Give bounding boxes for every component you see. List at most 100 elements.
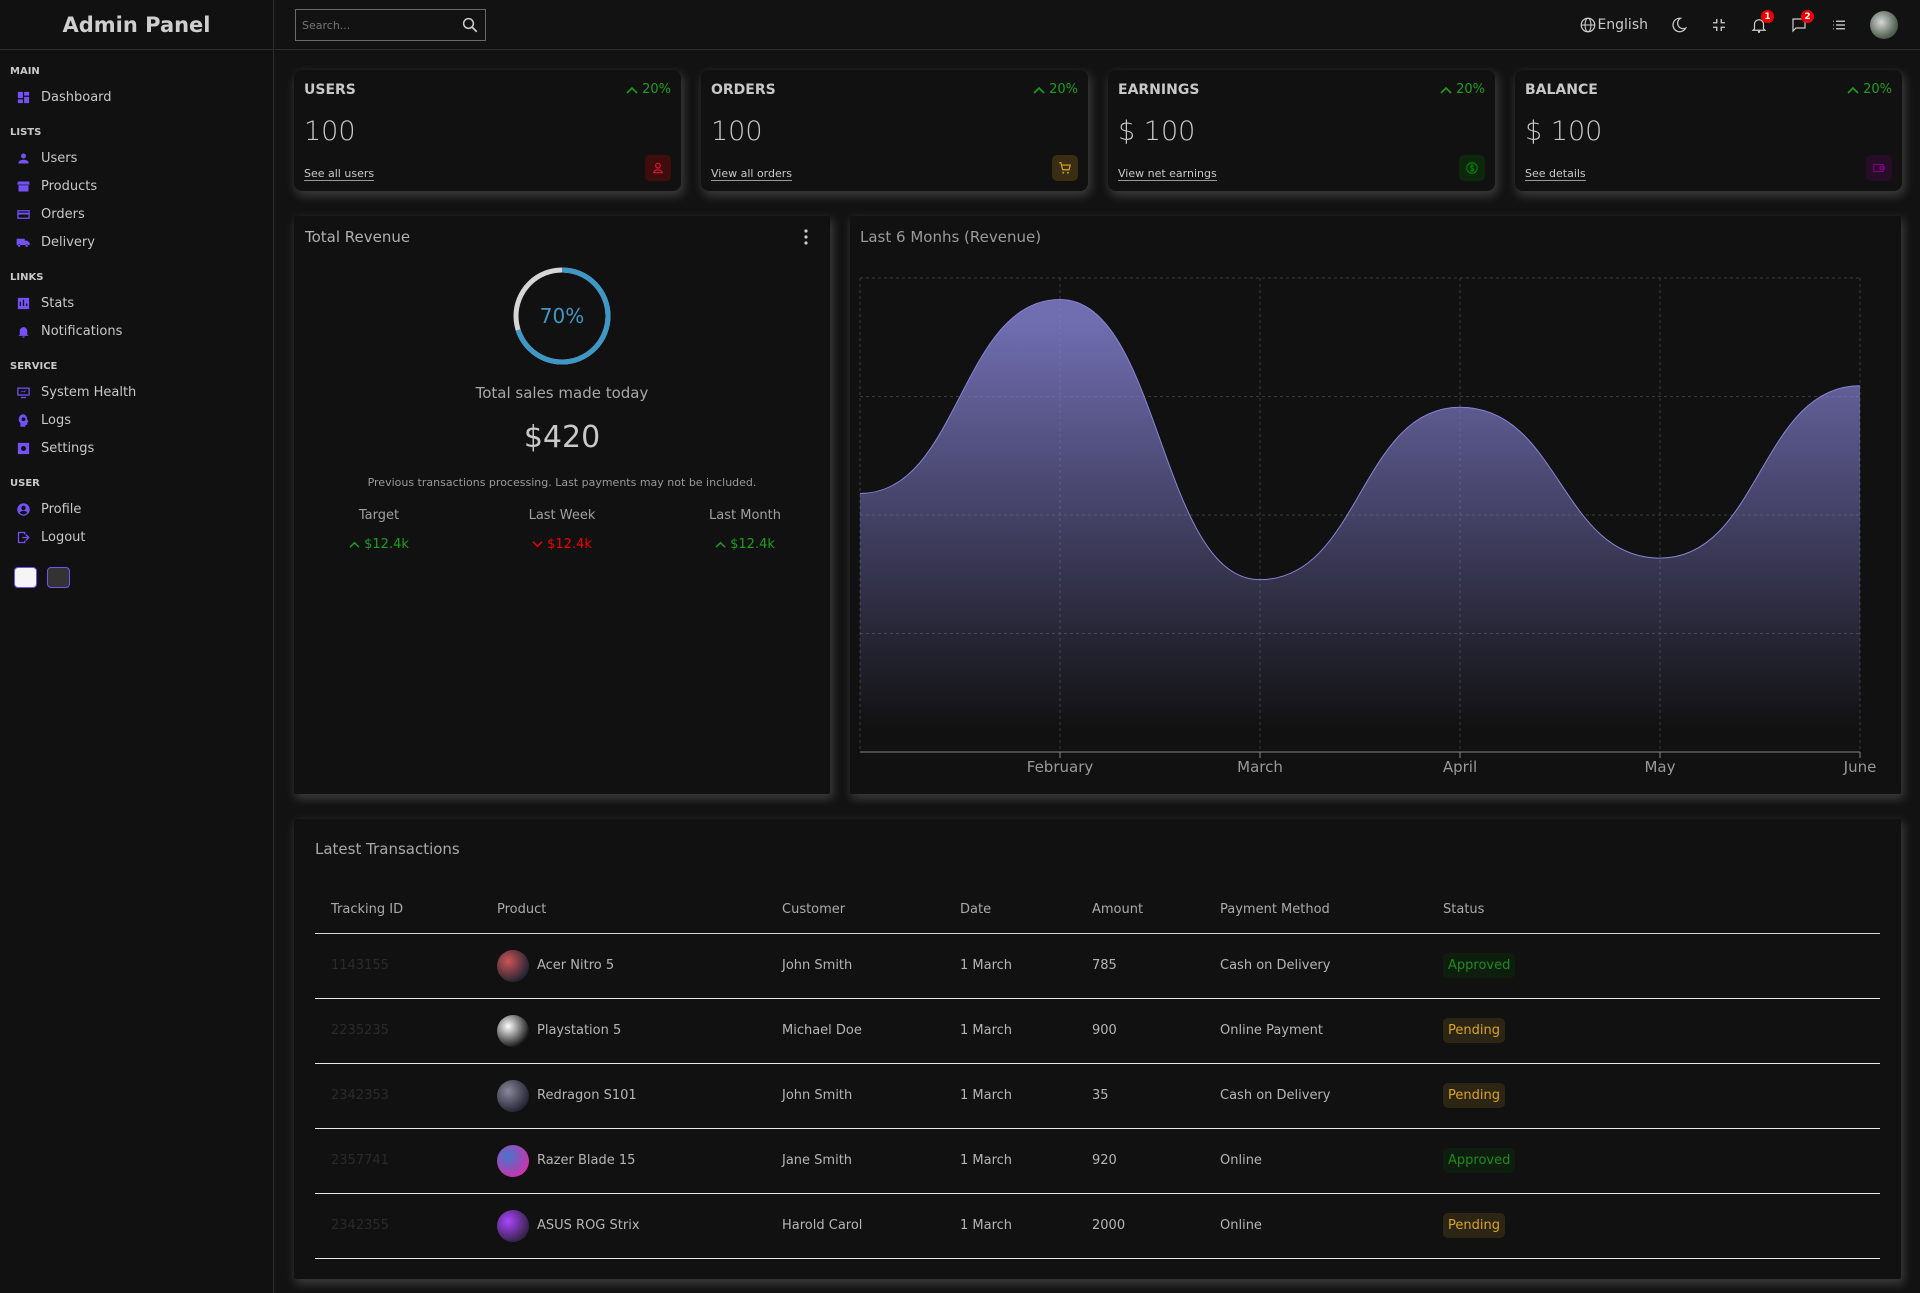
table-row[interactable]: 2342353 Redragon S101 John Smith 1 March…: [315, 1063, 1880, 1129]
sales-title: Total sales made today: [475, 384, 649, 402]
tracking-id: 2342355: [315, 1193, 481, 1259]
column-header: Status: [1427, 887, 1880, 934]
customer-cell: Harold Carol: [766, 1193, 944, 1259]
sidebar-item-notifications[interactable]: Notifications: [0, 317, 273, 345]
column-header: Customer: [766, 887, 944, 934]
dashboard-icon: [17, 91, 30, 103]
status-cell: Pending: [1427, 998, 1880, 1064]
list-button[interactable]: [1830, 16, 1848, 34]
summary-result: $12.4k: [507, 537, 617, 552]
widget-icon-box: [1866, 155, 1892, 181]
sidebar-section-title: LINKS: [10, 272, 44, 283]
account-icon: [17, 502, 30, 516]
sidebar-item-label: System Health: [41, 384, 137, 400]
dark-theme-button[interactable]: [47, 567, 70, 588]
light-theme-button[interactable]: [14, 567, 37, 588]
sidebar-item-orders[interactable]: Orders: [0, 200, 273, 228]
more-vert-icon[interactable]: [798, 228, 814, 246]
customer-cell: John Smith: [766, 1063, 944, 1129]
search-icon[interactable]: [461, 16, 479, 34]
sidebar-item-stats[interactable]: Stats: [0, 289, 273, 317]
chevron-up-icon: [715, 541, 726, 548]
summary-result: $12.4k: [690, 537, 800, 552]
sidebar-item-users[interactable]: Users: [0, 144, 273, 172]
sidebar-item-profile[interactable]: Profile: [0, 495, 273, 523]
notification-counter: 1: [1761, 10, 1774, 23]
status-badge: Pending: [1443, 1018, 1505, 1043]
sidebar: Admin Panel MAIN Dashboard LISTS Users Produ…: [0, 0, 274, 1293]
status-badge: Approved: [1443, 953, 1516, 978]
product-name: Playstation 5: [537, 1023, 622, 1038]
product-image: [497, 1144, 529, 1177]
table-row[interactable]: 2235235 Playstation 5 Michael Doe 1 Marc…: [315, 998, 1880, 1064]
amount-cell: 920: [1076, 1128, 1204, 1194]
message-counter: 2: [1801, 10, 1814, 23]
sidebar-item-logs[interactable]: Logs: [0, 406, 273, 434]
user-avatar[interactable]: [1870, 11, 1898, 39]
system-icon: [17, 387, 30, 398]
table-row[interactable]: 2342355 ASUS ROG Strix Harold Carol 1 Ma…: [315, 1193, 1880, 1259]
store-icon: [17, 181, 30, 191]
sidebar-item-dashboard[interactable]: Dashboard: [0, 83, 273, 111]
sidebar-item-products[interactable]: Products: [0, 172, 273, 200]
brand-logo[interactable]: Admin Panel: [0, 0, 273, 50]
messages-button[interactable]: 2: [1790, 10, 1814, 34]
amount-cell: 900: [1076, 998, 1204, 1064]
widget-percentage-value: 20%: [642, 82, 671, 97]
person-icon: [653, 162, 663, 174]
column-header: Product: [481, 887, 766, 934]
sidebar-item-system-health[interactable]: System Health: [0, 378, 273, 406]
notifications-button[interactable]: 1: [1750, 10, 1774, 34]
moon-icon: [1672, 17, 1688, 33]
sidebar-item-logout[interactable]: Logout: [0, 523, 273, 551]
chevron-up-icon: [1033, 86, 1045, 94]
fullscreen-exit-icon: [1713, 19, 1725, 31]
widget-icon-box: [1052, 155, 1078, 181]
column-header: Payment Method: [1204, 887, 1427, 934]
table-row[interactable]: 1143155 Acer Nitro 5 John Smith 1 March …: [315, 933, 1880, 999]
summary-title: Last Month: [709, 508, 781, 523]
table-header-row: Tracking ID Product Customer Date Amount Paym…: [315, 887, 1880, 934]
truck-icon: [16, 238, 30, 247]
sidebar-item-label: Stats: [41, 295, 75, 311]
sidebar-item-delivery[interactable]: Delivery: [0, 228, 273, 256]
sidebar-item-label: Orders: [41, 206, 85, 222]
x-tick-label: April: [1443, 758, 1477, 776]
status-badge: Pending: [1443, 1083, 1505, 1108]
sidebar-item-label: Logout: [41, 529, 86, 545]
widget-link[interactable]: See details: [1525, 167, 1586, 181]
widget-link[interactable]: View net earnings: [1118, 167, 1217, 181]
credit-card-icon: [17, 209, 30, 219]
sidebar-item-settings[interactable]: Settings: [0, 434, 273, 462]
search-input[interactable]: [302, 18, 452, 32]
widget-title: EARNINGS: [1118, 82, 1200, 98]
widget-percentage: 20%: [1440, 82, 1485, 97]
widget-link[interactable]: View all orders: [711, 167, 793, 181]
x-tick-label: June: [1843, 758, 1877, 776]
widget-percentage-value: 20%: [1863, 82, 1892, 97]
sidebar-item-label: Notifications: [41, 323, 123, 339]
widget-link[interactable]: See all users: [304, 167, 375, 181]
table-row[interactable]: 2357741 Razer Blade 15 Jane Smith 1 Marc…: [315, 1128, 1880, 1194]
product-image: [497, 1014, 529, 1047]
product-name: Acer Nitro 5: [537, 958, 615, 973]
widget-title: ORDERS: [711, 82, 776, 98]
product-image: [497, 1079, 529, 1112]
bell-icon: [18, 326, 29, 338]
language-label: English: [1597, 17, 1648, 33]
widget-percentage: 20%: [1847, 82, 1892, 97]
status-cell: Approved: [1427, 933, 1880, 999]
summary-result: $12.4k: [324, 537, 434, 552]
tracking-id: 1143155: [315, 933, 481, 999]
payment-method-cell: Cash on Delivery: [1204, 933, 1427, 999]
tracking-id: 2235235: [315, 998, 481, 1064]
globe-icon: [1581, 17, 1596, 33]
transactions-table: Tracking ID Product Customer Date Amount Paym…: [315, 887, 1880, 1259]
latest-transactions-card: Latest Transactions Tracking ID Product Cu…: [294, 819, 1901, 1279]
dark-mode-toggle[interactable]: [1670, 16, 1688, 34]
navbar-actions: English 1 2: [1579, 10, 1898, 39]
fullscreen-exit-button[interactable]: [1710, 16, 1728, 34]
language-selector[interactable]: English: [1579, 16, 1648, 34]
date-cell: 1 March: [944, 998, 1076, 1064]
widget-users: USERS 20% 100 See all users: [294, 70, 681, 191]
